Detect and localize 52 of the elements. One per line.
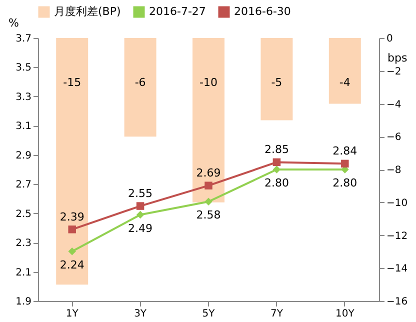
y2-tick-label: −16 xyxy=(386,296,408,308)
legend-label: 月度利差(BP) xyxy=(54,5,121,18)
y2-tick-label: −4 xyxy=(386,99,402,110)
data-label: 2.69 xyxy=(196,166,221,180)
y-tick-label: 2.9 xyxy=(16,150,32,162)
data-label: -4 xyxy=(339,76,350,89)
data-label: 2.39 xyxy=(60,210,84,224)
point xyxy=(68,226,76,234)
data-label: 2.80 xyxy=(264,176,289,190)
x-tick-label: 10Y xyxy=(335,308,356,320)
data-label: 2.85 xyxy=(264,143,289,156)
y-tick-label: 2.1 xyxy=(16,267,32,278)
data-label: -10 xyxy=(200,76,218,89)
data-label: -5 xyxy=(271,76,282,89)
y2-tick-label: 0 xyxy=(386,34,393,44)
x-tick-label: 7Y xyxy=(270,308,284,320)
y-tick-label: 2.3 xyxy=(16,238,32,250)
data-label: 2.24 xyxy=(60,258,84,272)
data-label: 2.49 xyxy=(128,222,153,235)
legend-label: 2016-7-27 xyxy=(149,5,206,18)
legend-label: 2016-6-30 xyxy=(234,5,291,18)
y-tick-label: 1.9 xyxy=(16,296,32,308)
y-tick-label: 3.7 xyxy=(16,34,32,44)
y-tick-label: 3.3 xyxy=(16,92,32,103)
point xyxy=(204,182,212,190)
data-label: 2.58 xyxy=(196,208,221,222)
data-label: 2.55 xyxy=(128,187,153,200)
data-label: 2.84 xyxy=(332,144,358,158)
y-tick-label: 2.5 xyxy=(16,208,32,220)
x-tick-label: 5Y xyxy=(202,308,216,320)
y-tick-label: 3.5 xyxy=(16,62,32,74)
point xyxy=(136,202,144,210)
y2-tick-label: −12 xyxy=(386,230,408,242)
point xyxy=(272,158,281,166)
point xyxy=(204,198,212,206)
y2-axis-title: bps xyxy=(388,52,408,64)
x-tick-label: 3Y xyxy=(134,308,148,320)
y2-tick-label: −8 xyxy=(386,165,402,176)
y2-tick-label: −2 xyxy=(386,66,402,78)
point xyxy=(68,247,76,256)
data-label: -6 xyxy=(134,76,146,89)
data-label: 2.80 xyxy=(332,176,358,190)
y-tick-label: 2.7 xyxy=(16,180,32,191)
y-tick-label: 3.1 xyxy=(16,121,32,132)
point xyxy=(136,210,144,219)
y2-tick-label: −6 xyxy=(386,132,402,144)
x-tick-label: 1Y xyxy=(66,308,80,320)
point xyxy=(341,160,349,168)
y-axis-title: % xyxy=(8,16,19,30)
y2-tick-label: −10 xyxy=(386,198,408,209)
y2-tick-label: −14 xyxy=(386,264,408,275)
data-label: -15 xyxy=(63,76,82,89)
